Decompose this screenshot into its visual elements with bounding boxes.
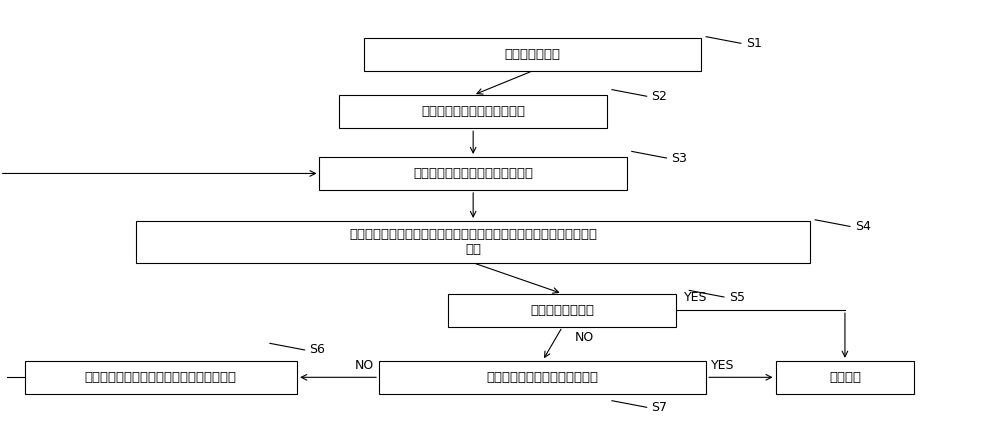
Bar: [136, 221, 810, 263]
Text: YES: YES: [711, 359, 735, 372]
Text: NO: NO: [574, 331, 594, 344]
Text: 进行码率调整得到新的初始密钥和共享密钥: 进行码率调整得到新的初始密钥和共享密钥: [85, 371, 237, 384]
Text: NO: NO: [355, 359, 374, 372]
Text: 判断是否达到设定最大纠错次数: 判断是否达到设定最大纠错次数: [487, 371, 599, 384]
Bar: [776, 361, 914, 394]
Text: S3: S3: [671, 151, 687, 165]
Bar: [448, 293, 676, 327]
Text: 计算系统误码率: 计算系统误码率: [505, 48, 561, 61]
Bar: [25, 361, 297, 394]
Text: S4: S4: [855, 220, 871, 233]
Text: 判断纠错是否成功: 判断纠错是否成功: [530, 304, 594, 317]
Bar: [364, 38, 701, 71]
Text: 根据校验矩阵得到初始密钥校验码: 根据校验矩阵得到初始密钥校验码: [413, 167, 533, 180]
Text: 根据系统误码率确定校验矩阵: 根据系统误码率确定校验矩阵: [421, 105, 525, 118]
Text: 利用初始密钥校验码将初始密钥向接收端共享密钥的逻辑运算结果进行
纠错: 利用初始密钥校验码将初始密钥向接收端共享密钥的逻辑运算结果进行 纠错: [349, 228, 597, 256]
Text: S5: S5: [729, 290, 745, 304]
Text: S1: S1: [746, 37, 762, 50]
Bar: [319, 157, 627, 190]
Text: S6: S6: [310, 344, 325, 357]
Text: 停止运算: 停止运算: [829, 371, 861, 384]
Bar: [379, 361, 706, 394]
Text: S2: S2: [652, 90, 667, 103]
Bar: [339, 95, 607, 128]
Text: S7: S7: [652, 401, 668, 414]
Text: YES: YES: [684, 291, 708, 304]
